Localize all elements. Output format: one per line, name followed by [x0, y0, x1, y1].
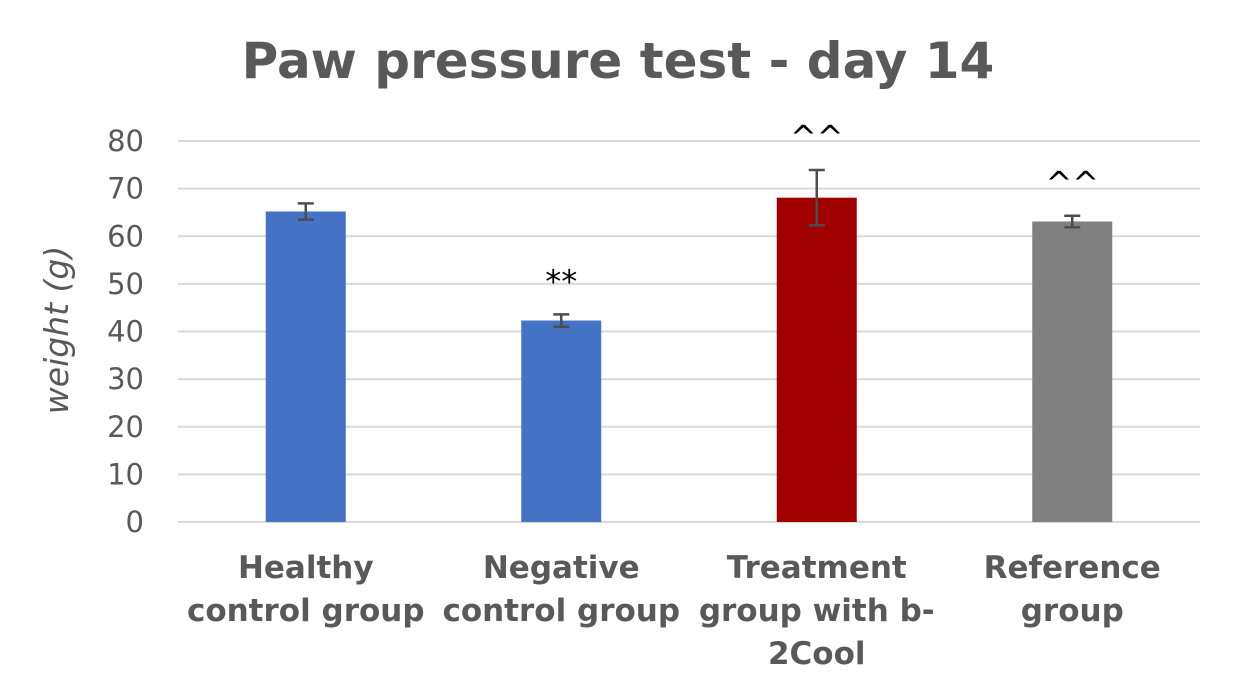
- x-category-label: Reference: [984, 550, 1161, 586]
- y-axis-ticks: 0 10 20 30 40 50 60 70 80: [107, 124, 144, 539]
- significance-annotation: **: [545, 262, 577, 300]
- significance-annotation: ^^: [1045, 164, 1099, 202]
- x-axis-labels: Healthy control group Negative control grou…: [187, 550, 1161, 672]
- y-tick-label: 60: [107, 219, 144, 253]
- x-category-label: Healthy: [238, 550, 374, 586]
- chart-title: Paw pressure test - day 14: [242, 32, 995, 90]
- bar: [265, 211, 346, 523]
- bar: [1032, 221, 1113, 522]
- y-tick-label: 70: [107, 172, 144, 206]
- y-axis-title: weight (g): [37, 246, 76, 414]
- x-category-label: 2Cool: [768, 636, 866, 672]
- bar: [776, 197, 857, 522]
- y-tick-label: 80: [107, 124, 144, 158]
- x-category-label: control group: [442, 593, 680, 629]
- x-category-label: group with b-: [699, 593, 935, 629]
- y-tick-label: 50: [107, 267, 144, 301]
- y-tick-label: 40: [107, 315, 144, 349]
- annotations: ** ^^ ^^: [545, 118, 1099, 300]
- error-bar: [553, 313, 570, 328]
- y-tick-label: 30: [107, 362, 144, 396]
- y-tick-label: 0: [126, 505, 144, 539]
- y-tick-label: 20: [107, 410, 144, 444]
- error-bar: [808, 168, 825, 227]
- error-bars: [297, 168, 1081, 328]
- x-category-label: Treatment: [727, 550, 907, 586]
- x-category-label: control group: [187, 593, 425, 629]
- error-bar: [297, 202, 314, 221]
- x-category-label: Negative: [483, 550, 640, 586]
- bars: [265, 197, 1113, 523]
- y-tick-label: 10: [107, 457, 144, 491]
- x-category-label: group: [1021, 593, 1124, 629]
- bar: [521, 320, 602, 522]
- error-bar: [1064, 214, 1081, 229]
- gridlines: [178, 140, 1200, 523]
- significance-annotation: ^^: [790, 118, 844, 156]
